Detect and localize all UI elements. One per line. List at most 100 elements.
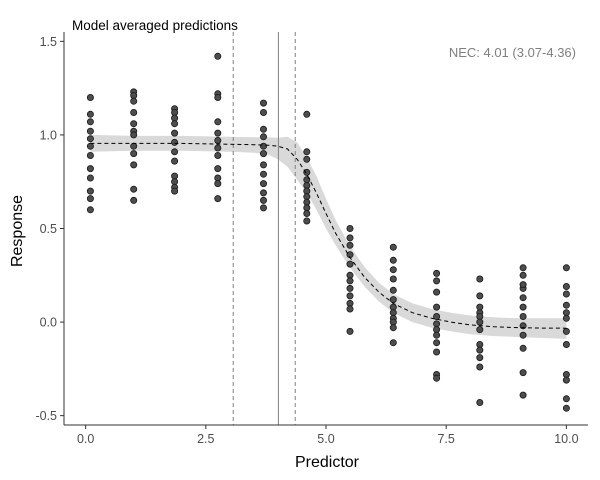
data-point: [259, 142, 267, 150]
data-point: [214, 136, 222, 144]
data-point: [476, 354, 484, 362]
data-point: [562, 376, 570, 384]
data-point: [476, 318, 484, 326]
y-tick-label: 1.5: [40, 35, 57, 49]
data-point: [346, 241, 354, 249]
data-point: [86, 195, 94, 203]
data-point: [86, 127, 94, 135]
data-point: [86, 142, 94, 150]
data-point: [130, 196, 138, 204]
data-point: [476, 346, 484, 354]
y-tick-label: 0.5: [40, 222, 57, 236]
data-point: [86, 206, 94, 214]
data-point: [476, 275, 484, 283]
data-point: [433, 374, 441, 382]
x-ticks: 0.0 2.5 5.0 7.5 10.0: [77, 425, 579, 446]
data-point: [86, 135, 94, 143]
data-point: [519, 264, 527, 272]
data-point: [562, 340, 570, 348]
data-point: [562, 301, 570, 309]
x-axis-title: Predictor: [295, 454, 360, 471]
data-point: [86, 174, 94, 182]
data-point: [519, 369, 527, 377]
data-point: [476, 363, 484, 371]
data-point: [303, 209, 311, 217]
y-axis-title: Response: [9, 195, 26, 267]
data-point: [130, 161, 138, 169]
data-point: [214, 165, 222, 173]
data-point: [346, 305, 354, 313]
data-point: [259, 180, 267, 188]
fit-line-layer: [90, 142, 567, 329]
data-point: [214, 129, 222, 137]
data-point: [130, 150, 138, 158]
data-point: [86, 151, 94, 159]
data-point: [259, 99, 267, 107]
x-tick-label: 5.0: [317, 432, 334, 446]
data-point: [303, 168, 311, 176]
data-point: [433, 269, 441, 277]
data-point: [389, 324, 397, 332]
data-point: [562, 395, 570, 403]
data-point: [389, 266, 397, 274]
plot-title: Model averaged predictions: [72, 18, 238, 33]
data-point: [519, 344, 527, 352]
data-point: [433, 348, 441, 356]
data-point: [86, 110, 94, 118]
data-point: [346, 277, 354, 285]
data-point: [214, 151, 222, 159]
data-point: [214, 144, 222, 152]
data-point: [259, 170, 267, 178]
y-ticks: -0.5 0.0 0.5 1.0 1.5: [35, 35, 64, 423]
data-point: [433, 303, 441, 311]
data-point: [519, 281, 527, 289]
data-point: [259, 196, 267, 204]
data-point: [303, 155, 311, 163]
data-point: [259, 150, 267, 158]
data-point: [562, 314, 570, 322]
data-point: [476, 398, 484, 406]
data-point: [130, 120, 138, 128]
data-point: [130, 109, 138, 117]
data-point: [433, 320, 441, 328]
data-point: [86, 165, 94, 173]
data-point: [389, 296, 397, 304]
data-point: [303, 148, 311, 156]
data-point: [86, 118, 94, 126]
data-point: [259, 125, 267, 133]
data-point: [130, 97, 138, 105]
nec-lines-layer: [232, 32, 296, 425]
data-point: [389, 243, 397, 251]
data-point: [562, 282, 570, 290]
data-point: [303, 110, 311, 118]
data-points-layer: [86, 52, 570, 412]
data-point: [476, 292, 484, 300]
data-point: [389, 339, 397, 347]
nec-annotation: NEC: 4.01 (3.07-4.36): [449, 45, 576, 60]
data-point: [171, 120, 179, 128]
data-point: [433, 331, 441, 339]
data-point: [346, 260, 354, 268]
data-point: [130, 131, 138, 139]
x-tick-label: 2.5: [197, 432, 214, 446]
data-point: [171, 129, 179, 137]
data-point: [562, 327, 570, 335]
data-point: [346, 327, 354, 335]
data-point: [259, 109, 267, 117]
data-point: [346, 224, 354, 232]
data-point: [476, 326, 484, 334]
data-point: [389, 256, 397, 264]
data-point: [259, 204, 267, 212]
data-point: [433, 312, 441, 320]
y-tick-label: -0.5: [35, 409, 57, 423]
data-point: [389, 286, 397, 294]
data-point: [259, 161, 267, 169]
data-point: [519, 271, 527, 279]
data-point: [389, 275, 397, 283]
data-point: [86, 94, 94, 102]
data-point: [86, 187, 94, 195]
data-point: [171, 148, 179, 156]
data-point: [303, 217, 311, 225]
data-point: [171, 138, 179, 146]
